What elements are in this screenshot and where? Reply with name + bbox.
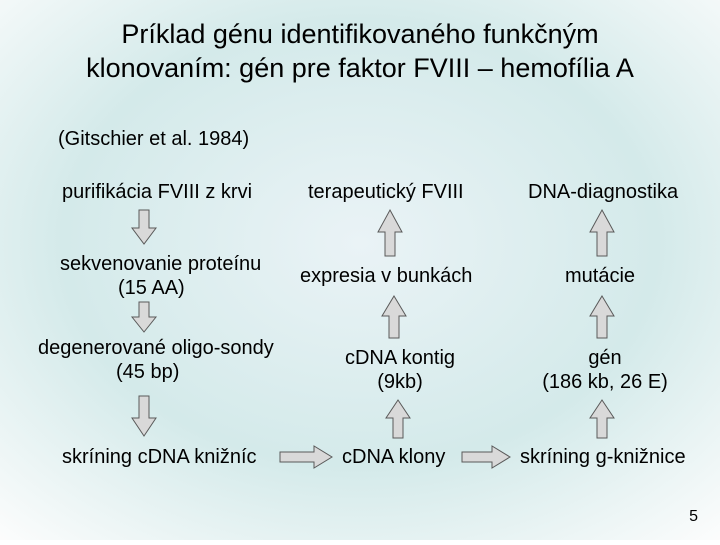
arrow-down-icon [130,394,158,438]
node-g-library: skríning g-knižnice [520,445,686,469]
slide-title: Príklad génu identifikovaného funkčným k… [0,0,720,86]
node-therapeutic: terapeutický FVIII [308,180,464,204]
node-gene: gén (186 kb, 26 E) [530,346,680,394]
node-mutations: mutácie [565,264,635,288]
node-sequencing: sekvenovanie proteínu (15 AA) [60,252,261,300]
node-cdna-screening: skríning cDNA knižníc [62,445,257,469]
node-oligo-probes: degenerované oligo-sondy (45 bp) [38,336,274,384]
node-cdna-clones: cDNA klony [342,445,445,469]
node-expression: expresia v bunkách [300,264,472,288]
arrow-up-icon [588,398,616,440]
title-line2: klonovaním: gén pre faktor FVIII – hemof… [86,53,634,83]
node-purification: purifikácia FVIII z krvi [62,180,252,204]
arrow-right-icon [460,444,512,470]
arrow-right-icon [278,444,334,470]
arrow-down-icon [130,208,158,246]
arrow-up-icon [380,294,408,340]
arrow-up-icon [588,294,616,340]
page-number: 5 [689,508,698,526]
arrow-down-icon [130,300,158,334]
node-cdna-contig: cDNA kontig (9kb) [330,346,470,394]
title-line1: Príklad génu identifikovaného funkčným [121,19,598,49]
citation: (Gitschier et al. 1984) [58,128,249,151]
arrow-up-icon [588,208,616,258]
arrow-up-icon [376,208,404,258]
arrow-up-icon [384,398,412,440]
node-dna-diagnostics: DNA-diagnostika [528,180,678,204]
